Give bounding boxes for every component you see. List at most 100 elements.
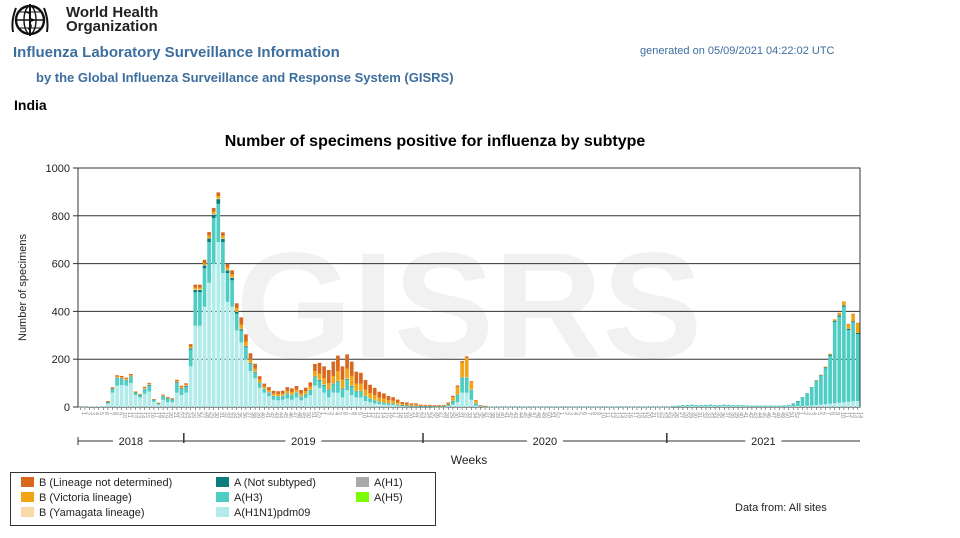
bar-b_not_det [372, 387, 377, 396]
legend-label: A(H1) [374, 477, 403, 489]
x-tick-label: 31 [218, 412, 224, 418]
bar-b_victoria [202, 263, 207, 266]
legend-label: B (Yamagata lineage) [39, 507, 145, 519]
bar-b_not_det [455, 385, 460, 387]
bar-b_yamagata [198, 289, 202, 290]
bar-a_h3 [782, 405, 786, 407]
x-tick-label: 33 [466, 412, 472, 418]
bar-a_h3 [598, 406, 602, 408]
bar-a_h1n1pdm [786, 406, 791, 407]
x-tick-label: 14 [857, 412, 863, 418]
bar-b_yamagata [179, 387, 184, 389]
x-tick-label: 44 [278, 412, 284, 418]
legend-swatch [356, 492, 369, 502]
bar-b_not_det [395, 399, 400, 403]
x-tick-label: 12 [370, 412, 376, 418]
bar-b_not_det [414, 403, 418, 405]
bar-a_h3 [524, 406, 529, 408]
bar-b_not_det [239, 317, 244, 325]
country-label: India [14, 97, 47, 113]
bar-b_yamagata [230, 277, 234, 278]
x-tick-label: 43 [273, 412, 279, 418]
bar-b_victoria [230, 274, 234, 278]
x-tick-label: 14 [618, 412, 624, 418]
bar-a_h3 [395, 404, 400, 406]
bar-a_not_subtyped [198, 289, 202, 293]
x-tick-label: 7 [347, 412, 353, 415]
bar-a_h1n1pdm [349, 395, 354, 407]
bar-a_not_subtyped [322, 384, 326, 386]
bar-b_not_det [110, 387, 115, 388]
legend-item-b_victoria: B (Victoria lineage) [21, 492, 132, 504]
bar-a_h3 [786, 404, 791, 407]
legend-swatch [216, 477, 229, 487]
bar-a_h1n1pdm [244, 359, 248, 407]
x-tick-label: 35 [236, 412, 242, 418]
x-tick-label: 32 [462, 412, 468, 418]
bar-b_victoria [221, 235, 225, 239]
x-tick-label: 3 [567, 412, 573, 415]
bar-a_not_subtyped [823, 367, 828, 369]
x-tick-label: 30 [692, 412, 698, 418]
x-tick-label: 46 [765, 412, 771, 418]
bar-a_h1n1pdm [464, 392, 469, 407]
x-tick-label: 33 [705, 412, 711, 418]
bar-b_not_det [340, 366, 345, 380]
x-tick-label: 10 [121, 412, 127, 418]
bar-b_yamagata [368, 397, 372, 399]
x-tick-label: 1 [797, 412, 803, 415]
bar-a_h3 [552, 406, 556, 408]
bar-b_victoria [464, 357, 469, 377]
bar-b_not_det [460, 361, 464, 363]
bar-a_h1n1pdm [322, 392, 326, 407]
bar-a_h3 [487, 406, 492, 408]
bar-b_victoria [823, 366, 828, 368]
bar-b_victoria [832, 319, 837, 321]
bar-b_yamagata [474, 402, 478, 404]
bar-a_h3 [469, 390, 474, 400]
bar-b_victoria [124, 378, 129, 380]
bar-a_not_subtyped [202, 265, 207, 269]
bar-a_not_subtyped [460, 377, 464, 379]
x-tick-label: 41 [264, 412, 270, 418]
bar-b_yamagata [225, 269, 230, 271]
bar-a_h1n1pdm [809, 405, 814, 407]
bar-a_h3 [547, 406, 552, 408]
x-tick-label: 20 [406, 412, 412, 418]
bar-b_victoria [837, 313, 842, 316]
bar-a_not_subtyped [349, 385, 354, 387]
bar-b_not_det [451, 395, 455, 397]
bar-b_not_det [308, 382, 313, 387]
bar-a_not_subtyped [432, 406, 437, 407]
bar-b_not_det [418, 404, 423, 406]
bar-b_yamagata [271, 395, 276, 397]
x-tick-label: 17 [153, 412, 159, 418]
bar-a_h3 [198, 292, 202, 326]
bar-a_h1n1pdm [271, 399, 276, 407]
bar-b_victoria [395, 402, 400, 405]
bar-b_victoria [184, 384, 188, 386]
x-tick-label: 35 [475, 412, 481, 418]
bar-a_not_subtyped [184, 385, 188, 387]
bar-b_yamagata [244, 345, 248, 347]
x-tick-label: 16 [388, 412, 394, 418]
bar-a_h3 [124, 380, 129, 386]
x-tick-label: 12 [848, 412, 854, 418]
bar-b_victoria [386, 400, 391, 404]
bar-a_h3 [533, 406, 538, 408]
bar-a_h1n1pdm [354, 397, 359, 407]
bar-b_not_det [175, 379, 179, 381]
legend-swatch [356, 477, 369, 487]
bar-a_not_subtyped [805, 393, 809, 394]
bar-b_not_det [147, 382, 152, 384]
bar-a_h3 [110, 389, 115, 393]
x-tick-label: 11 [126, 412, 132, 418]
bar-a_h1n1pdm [147, 391, 152, 407]
bar-a_h3 [731, 405, 736, 407]
bar-b_not_det [483, 405, 487, 407]
bar-b_yamagata [262, 388, 267, 389]
bar-a_h1n1pdm [165, 402, 170, 407]
bar-a_not_subtyped [230, 277, 234, 281]
bar-a_not_subtyped [441, 406, 446, 407]
bar-a_h1n1pdm [713, 406, 717, 407]
